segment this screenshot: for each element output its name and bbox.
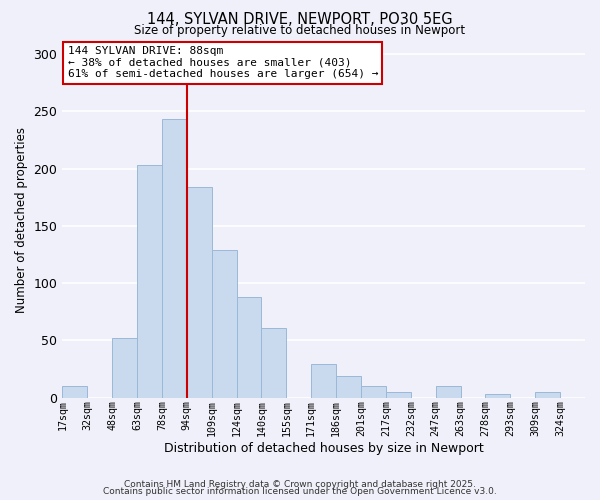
Text: 144, SYLVAN DRIVE, NEWPORT, PO30 5EG: 144, SYLVAN DRIVE, NEWPORT, PO30 5EG <box>147 12 453 28</box>
Text: Contains HM Land Registry data © Crown copyright and database right 2025.: Contains HM Land Registry data © Crown c… <box>124 480 476 489</box>
Bar <box>485 394 511 398</box>
Bar <box>137 165 162 398</box>
Text: 144 SYLVAN DRIVE: 88sqm
← 38% of detached houses are smaller (403)
61% of semi-d: 144 SYLVAN DRIVE: 88sqm ← 38% of detache… <box>68 46 378 80</box>
Bar <box>386 392 411 398</box>
Bar <box>262 328 286 398</box>
Bar <box>336 376 361 398</box>
Bar <box>212 250 236 398</box>
Text: Contains public sector information licensed under the Open Government Licence v3: Contains public sector information licen… <box>103 488 497 496</box>
X-axis label: Distribution of detached houses by size in Newport: Distribution of detached houses by size … <box>164 442 484 455</box>
Bar <box>112 338 137 398</box>
Bar <box>187 187 212 398</box>
Bar <box>311 364 336 398</box>
Text: Size of property relative to detached houses in Newport: Size of property relative to detached ho… <box>134 24 466 37</box>
Y-axis label: Number of detached properties: Number of detached properties <box>15 127 28 313</box>
Bar <box>162 120 187 398</box>
Bar <box>436 386 461 398</box>
Bar <box>361 386 386 398</box>
Bar <box>236 297 262 398</box>
Bar <box>62 386 87 398</box>
Bar <box>535 392 560 398</box>
